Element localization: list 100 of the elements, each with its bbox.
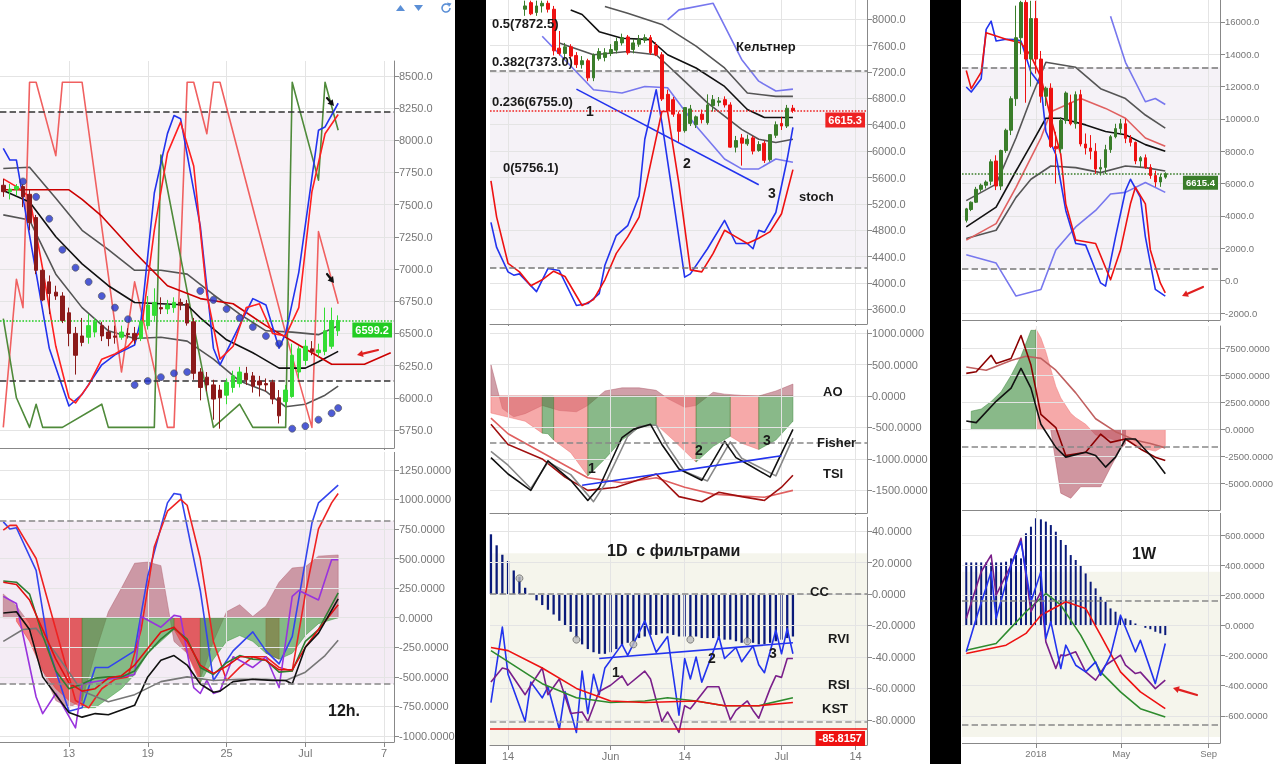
y-tick-label: 40.0000 — [872, 525, 912, 538]
y-tick-label: 8000.0 — [399, 134, 433, 147]
y-tick-label: 6250.0 — [399, 359, 433, 372]
y-tick-label: 0.0000 — [872, 588, 906, 601]
y-tick-label: 0.0 — [1225, 275, 1239, 287]
annotation: 3 — [763, 432, 771, 448]
x-tick-label: Sep — [1200, 747, 1218, 759]
y-tick-label: 0.0000 — [872, 390, 906, 403]
y-tick-label: 16000.0 — [1225, 16, 1260, 28]
x-tick-label: Jul — [298, 746, 313, 759]
y-tick-label: 1000.0000 — [872, 327, 924, 340]
x-tick-label: 14 — [849, 749, 862, 762]
y-tick-label: 6000.0 — [872, 145, 906, 158]
y-tick-label: 6800.0 — [872, 92, 906, 105]
ref-line-label: -85.8157 — [818, 732, 862, 745]
y-tick-label: 4400.0 — [872, 250, 906, 263]
y-tick-label: -600.0000 — [1225, 710, 1268, 722]
y-tick-label: -250.0000 — [399, 641, 449, 654]
y-tick-label: 0.0000 — [1225, 424, 1255, 436]
y-tick-label: 6500.0 — [399, 327, 433, 340]
annotation: 1D с фильтрами — [607, 541, 741, 559]
x-tick-label: 14 — [678, 749, 691, 762]
y-tick-label: 7500.0000 — [1225, 343, 1270, 355]
y-tick-label: 250.0000 — [399, 582, 445, 595]
annotation: TSI — [823, 465, 844, 481]
y-tick-label: 1250.0000 — [399, 463, 451, 476]
y-tick-label: -2000.0 — [1225, 307, 1258, 319]
annotation: KST — [822, 700, 849, 716]
y-tick-label: 7000.0 — [399, 262, 433, 275]
y-tick-label: -1000.0000 — [872, 452, 928, 465]
annotation: 3 — [768, 185, 776, 201]
x-tick-label: May — [1112, 747, 1131, 759]
annotation: stoch — [799, 188, 834, 204]
y-tick-label: 4000.0 — [872, 277, 906, 290]
y-tick-label: 6400.0 — [872, 118, 906, 131]
y-tick-label: 7200.0 — [872, 65, 906, 78]
annotation: 1 — [586, 103, 594, 119]
annotation: 2 — [683, 155, 691, 171]
y-tick-label: -500.0000 — [399, 670, 449, 683]
y-tick-label: 14000.0 — [1225, 48, 1260, 60]
annotation: RSI — [828, 676, 850, 692]
y-tick-label: 600.0000 — [1225, 529, 1265, 541]
y-tick-label: 6000.0 — [1225, 178, 1255, 190]
x-tick-label: 2018 — [1025, 747, 1047, 759]
ref-line-label: 6615.4 — [1185, 177, 1216, 189]
annotation: 2 — [695, 442, 703, 458]
y-tick-label: 1000.0000 — [399, 493, 451, 506]
annotation: 0(5756.1) — [503, 159, 559, 175]
annotation: 1 — [612, 664, 620, 680]
y-tick-label: 7250.0 — [399, 230, 433, 243]
y-tick-label: 7750.0 — [399, 166, 433, 179]
annotation: 0.236(6755.0) — [492, 93, 573, 109]
y-tick-label: 5200.0 — [872, 197, 906, 210]
x-tick-label: Jun — [601, 749, 620, 762]
y-tick-label: 6000.0 — [399, 391, 433, 404]
y-tick-label: 5000.0000 — [1225, 370, 1270, 382]
annotation: Fisher — [817, 434, 857, 450]
annotation: AO — [823, 383, 843, 399]
annotation: CC — [810, 583, 830, 599]
annotation: 12h. — [328, 701, 361, 719]
x-tick-label: 13 — [62, 746, 76, 759]
y-tick-label: -1500.0000 — [872, 484, 928, 497]
y-tick-label: 5750.0 — [399, 423, 433, 436]
y-tick-label: -2500.0000 — [1225, 451, 1274, 462]
ref-line-label: 6615.3 — [828, 114, 862, 127]
y-tick-label: -5000.0000 — [1225, 477, 1274, 489]
annotation: RVI — [828, 630, 850, 646]
y-tick-label: -400.0000 — [1225, 680, 1268, 692]
y-tick-label: 400.0000 — [1225, 559, 1265, 571]
y-tick-label: 8500.0 — [399, 69, 433, 82]
x-tick-label: 25 — [220, 746, 233, 759]
y-tick-label: -500.0000 — [872, 421, 922, 434]
y-tick-label: -20.0000 — [872, 619, 916, 632]
y-tick-label: -60.0000 — [872, 682, 916, 695]
y-tick-label: 0.0000 — [1225, 619, 1255, 631]
x-tick-label: 7 — [381, 746, 388, 759]
y-tick-label: 8000.0 — [1225, 145, 1255, 157]
annotation: Кельтнер — [736, 38, 796, 54]
x-tick-label: 19 — [141, 746, 154, 759]
y-tick-label: 2500.0000 — [1225, 397, 1270, 409]
y-tick-label: 5600.0 — [872, 171, 906, 184]
y-tick-label: 12000.0 — [1225, 81, 1260, 93]
y-tick-label: -1000.0000 — [399, 730, 455, 743]
y-tick-label: 8250.0 — [399, 102, 433, 115]
y-tick-label: 4800.0 — [872, 224, 906, 237]
y-tick-label: 4000.0 — [1225, 210, 1255, 222]
y-tick-label: 500.0000 — [399, 552, 445, 565]
ref-line-label: 6599.2 — [355, 324, 389, 337]
y-tick-label: 7600.0 — [872, 39, 906, 52]
y-tick-label: 500.0000 — [872, 358, 918, 371]
y-tick-label: -40.0000 — [872, 650, 916, 663]
x-tick-label: Jul — [774, 749, 789, 762]
y-tick-label: 0.0000 — [399, 611, 433, 624]
y-tick-label: 3600.0 — [872, 303, 906, 316]
y-tick-label: 750.0000 — [399, 522, 445, 535]
y-tick-label: 200.0000 — [1225, 589, 1265, 601]
y-tick-label: -750.0000 — [399, 700, 449, 713]
x-tick-label: 14 — [501, 749, 515, 762]
annotation: 1 — [588, 460, 596, 476]
annotation: 1W — [1132, 544, 1157, 562]
